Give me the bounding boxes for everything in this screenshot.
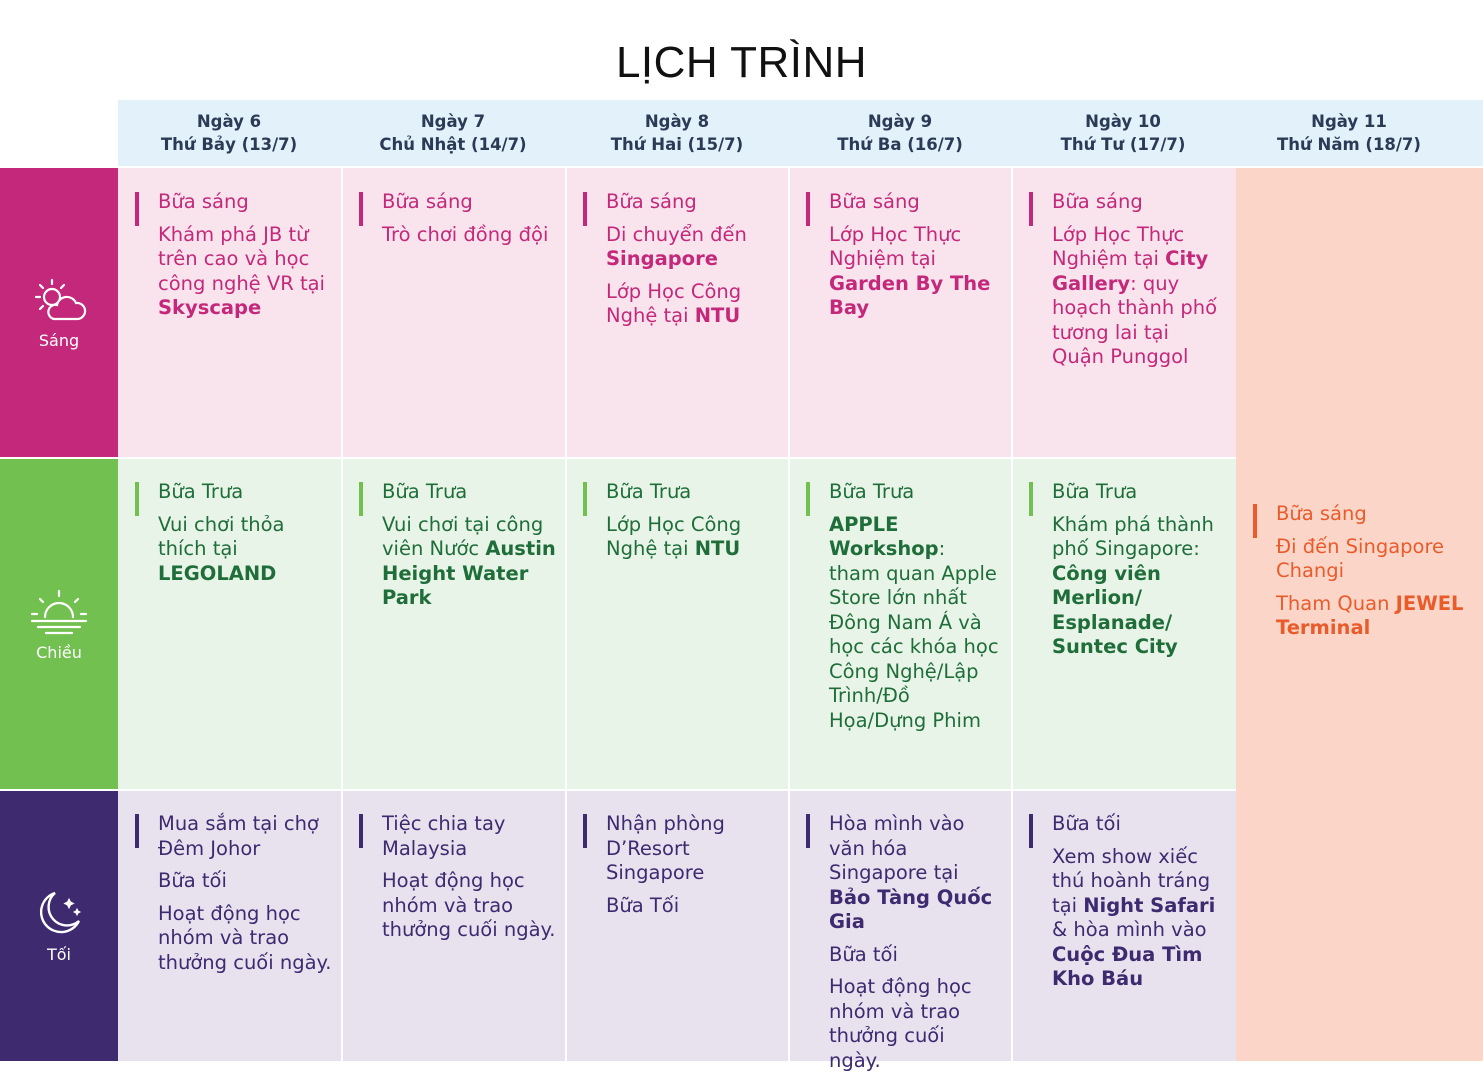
accent-bar: [359, 192, 363, 226]
day-header-8: Ngày 8 Thứ Hai (15/7): [610, 112, 744, 154]
cell-d7-morning: Bữa sáng Trò chơi đồng đội: [342, 168, 566, 458]
grid-divider: [0, 789, 1236, 791]
side-afternoon: Chiều: [0, 458, 118, 790]
day-header-11: Ngày 11 Thứ Năm (18/7): [1277, 112, 1421, 154]
accent-bar: [359, 814, 363, 848]
accent-bar: [1029, 192, 1033, 226]
side-evening: Tối: [0, 790, 118, 1061]
accent-bar: [135, 814, 139, 848]
day-header-7: Ngày 7 Chủ Nhật (14/7): [379, 112, 527, 154]
grid-divider: [341, 168, 343, 1061]
cell-d7-evening: Tiệc chia tay Malaysia Hoạt động học nhó…: [342, 790, 566, 1061]
cell-d6-afternoon: Bữa Trưa Vui chơi thỏa thích tại LEGOLAN…: [118, 458, 342, 790]
day-header-10: Ngày 10 Thứ Tư (17/7): [1060, 112, 1186, 154]
accent-bar: [1253, 504, 1257, 538]
day-header-6: Ngày 6 Thứ Bảy (13/7): [160, 112, 298, 154]
cell-d6-evening: Mua sắm tại chợ Đêm Johor Bữa tối Hoạt đ…: [118, 790, 342, 1061]
cell-d8-morning: Bữa sáng Di chuyển đến Singapore Lớp Học…: [566, 168, 789, 458]
sunset-icon: [30, 589, 88, 634]
cell-d11: Bữa sáng Đi đến Singapore Changi Tham Qu…: [1236, 168, 1483, 1061]
accent-bar: [806, 192, 810, 226]
accent-bar: [135, 192, 139, 226]
grid-divider: [788, 168, 790, 1061]
grid-divider: [565, 168, 567, 1061]
cell-d9-morning: Bữa sáng Lớp Học Thực Nghiệm tại Garden …: [789, 168, 1012, 458]
side-label-evening: Tối: [46, 945, 71, 964]
cell-d10-afternoon: Bữa Trưa Khám phá thành phố Singapore: C…: [1012, 458, 1236, 790]
day-header-9: Ngày 9 Thứ Ba (16/7): [837, 112, 963, 154]
accent-bar: [806, 814, 810, 848]
side-label-morning: Sáng: [38, 330, 80, 350]
cell-d9-afternoon: Bữa Trưa APPLE Workshop: tham quan Apple…: [789, 458, 1012, 790]
grid-divider: [1011, 168, 1013, 1061]
accent-bar: [583, 814, 587, 848]
accent-bar: [359, 482, 363, 516]
cell-d8-evening: Nhận phòng D’Resort Singapore Bữa Tối: [566, 790, 789, 1061]
grid-divider: [0, 457, 1236, 459]
accent-bar: [583, 482, 587, 516]
accent-bar: [1029, 814, 1033, 848]
page-title: LỊCH TRÌNH: [615, 38, 868, 87]
sun-cloud-icon: [34, 278, 87, 320]
cell-d9-evening: Hòa mình vào văn hóa Singapore tại Bảo T…: [789, 790, 1012, 1072]
cell-d10-morning: Bữa sáng Lớp Học Thực Nghiệm tại City Ga…: [1012, 168, 1236, 458]
cell-d7-afternoon: Bữa Trưa Vui chơi tại công viên Nước Aus…: [342, 458, 566, 790]
cell-d6-morning: Bữa sáng Khám phá JB từ trên cao và học …: [118, 168, 342, 458]
accent-bar: [135, 482, 139, 516]
moon-stars-icon: [39, 891, 82, 934]
accent-bar: [1029, 482, 1033, 516]
accent-bar: [583, 192, 587, 226]
side-morning: Sáng: [0, 168, 118, 458]
day-header-bar: [118, 100, 1483, 166]
accent-bar: [806, 482, 810, 516]
cell-d8-afternoon: Bữa Trưa Lớp Học Công Nghệ tại NTU: [566, 458, 789, 790]
side-label-afternoon: Chiều: [36, 642, 82, 662]
cell-d10-evening: Bữa tối Xem show xiếc thú hoành tráng tạ…: [1012, 790, 1236, 1061]
